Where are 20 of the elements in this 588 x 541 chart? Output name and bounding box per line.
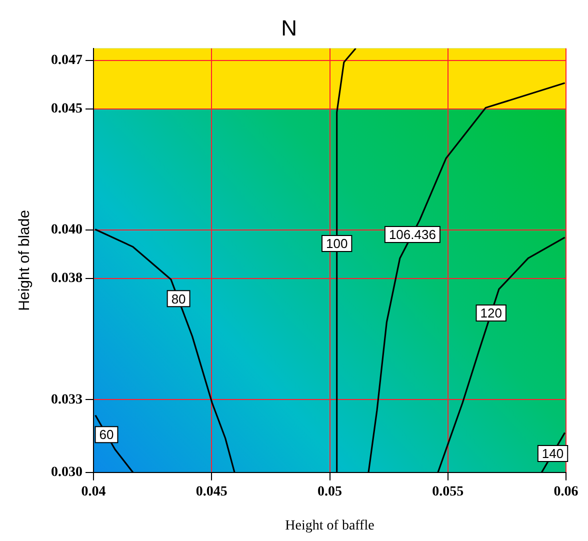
x-tick-label: 0.055	[432, 484, 464, 500]
y-tick-label: 0.033	[51, 392, 82, 408]
y-tick-label: 0.038	[51, 271, 82, 286]
chart-title: N	[281, 15, 297, 40]
y-tick-label: 0.045	[51, 102, 82, 117]
annotation: 120	[480, 306, 502, 321]
y-axis-title: Height of blade	[16, 210, 34, 311]
annotation: 140	[542, 446, 564, 462]
y-tick-label: 0.047	[51, 53, 82, 68]
annotation: 100	[326, 236, 348, 252]
x-tick-label: 0.04	[81, 484, 106, 500]
x-tick-label: 0.06	[554, 484, 578, 500]
annotation: 60	[99, 427, 114, 442]
annotation: 106.436	[388, 227, 436, 242]
y-tick-label: 0.040	[51, 222, 82, 238]
x-tick-label: 0.045	[196, 484, 228, 500]
x-tick-label: 0.05	[318, 484, 342, 500]
x-axis-title: Height of baffle	[285, 518, 374, 534]
y-tick-label: 0.030	[51, 465, 82, 480]
annotation: 80	[171, 291, 186, 306]
